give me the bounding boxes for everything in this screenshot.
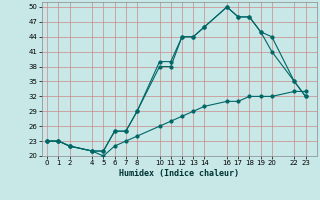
- X-axis label: Humidex (Indice chaleur): Humidex (Indice chaleur): [119, 169, 239, 178]
